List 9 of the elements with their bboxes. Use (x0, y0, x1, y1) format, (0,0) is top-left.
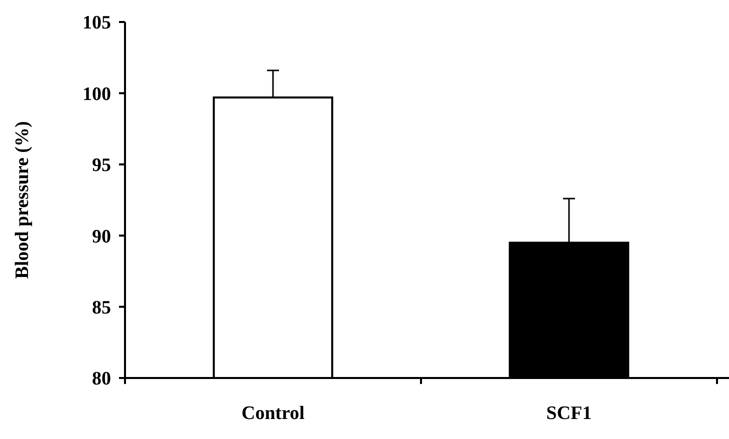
x-tick-label: Control (242, 403, 304, 424)
y-axis-title: Blood pressure (%) (12, 121, 33, 279)
y-tick-label: 95 (92, 155, 111, 176)
y-tick-label: 80 (92, 368, 111, 390)
y-tick-label: 105 (82, 12, 111, 34)
y-tick-label: 100 (82, 84, 111, 105)
y-tick-label: 90 (92, 226, 111, 248)
x-tick-label: SCF1 (546, 403, 592, 424)
y-tick-label: 85 (92, 297, 111, 318)
